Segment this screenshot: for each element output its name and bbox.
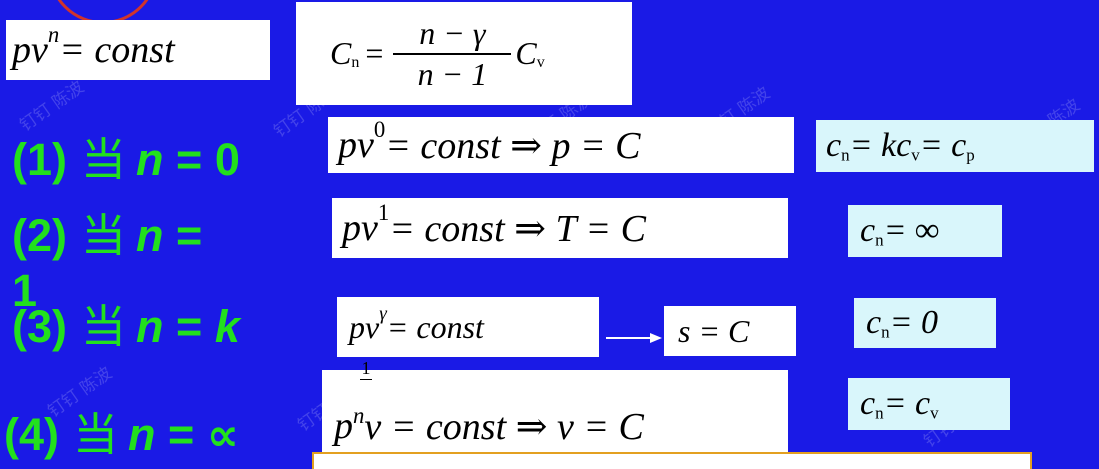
arrow-icon: [606, 333, 662, 343]
watermark: 钉钉 陈波: [16, 77, 88, 136]
cn-formula-equals: =: [365, 35, 384, 71]
cn-formula-rhs-sub: v: [536, 53, 545, 71]
case-1-equation: pv 0 = const ⇒ p = C: [328, 117, 794, 173]
case-4-equation: 1 pn v = const ⇒ v = C: [322, 358, 788, 456]
header-eq-rest: = const: [59, 29, 175, 71]
case-3-label: (3) 当 n = k: [12, 301, 240, 352]
case-3-result: s = C: [664, 306, 796, 356]
cn-formula-lhs-sub: n: [351, 53, 360, 71]
cn-formula-fraction: n − γ n − 1: [393, 14, 512, 93]
cn-formula-denominator: n − 1: [417, 55, 488, 92]
header-eq-exponent: n: [47, 22, 60, 48]
case-2-label: (2) 当 n =: [12, 210, 203, 261]
case-1-label: (1) 当 n = 0: [12, 134, 240, 185]
case-2-equation: pv 1 = const ⇒ T = C: [332, 198, 788, 258]
bottom-text-box: [312, 452, 1032, 469]
header-eq-base: pv: [12, 29, 48, 71]
fraction-bar: [393, 52, 512, 55]
cn-formula-rhs: C: [515, 35, 537, 71]
case-2-value: 1: [12, 265, 38, 316]
case-4-label: (4) 当 n = ∝: [4, 409, 239, 460]
case-4-power: 1 pn: [334, 358, 372, 447]
header-equation: pv n = const: [6, 20, 270, 80]
fraction-bar: [360, 379, 372, 380]
case-3-equation: pv γ = const: [337, 297, 599, 357]
case-4-exp-fraction: 1: [360, 358, 372, 380]
cn-formula-lhs: C: [330, 35, 352, 71]
cn-formula-numerator: n − γ: [419, 14, 486, 51]
